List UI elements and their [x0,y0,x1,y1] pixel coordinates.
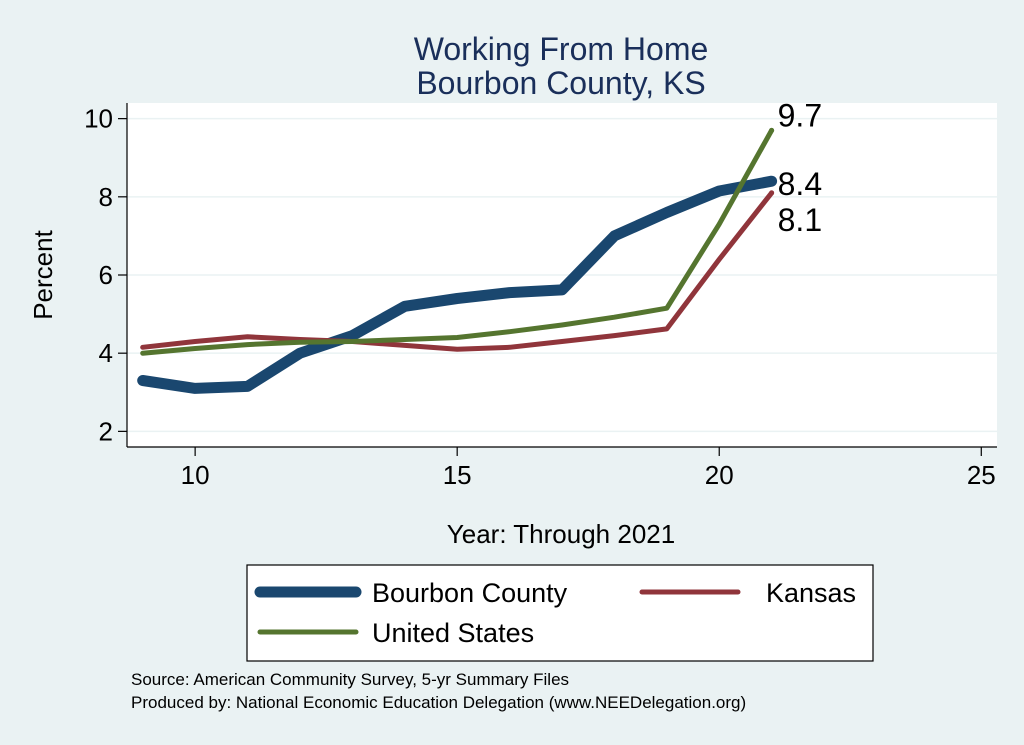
end-point-united-states [769,127,775,133]
y-tick-label-4: 4 [99,338,113,368]
series-line-bourbon-county [137,175,778,394]
x-tick-label-10: 10 [181,460,210,490]
series-line-united-states [140,127,775,356]
legend-label-kansas: Kansas [766,578,856,608]
series-layer [137,127,778,394]
gridlines [127,117,997,433]
chart-title-line-1: Working From Home [414,31,709,67]
end-label-united-states: 9.7 [778,97,822,133]
chart-title-line-2: Bourbon County, KS [416,65,705,101]
x-tick-label-15: 15 [443,460,472,490]
series-line-kansas [140,190,775,352]
y-tick-label-8: 8 [99,182,113,212]
x-axis-ticks: 10 15 20 25 [181,447,996,490]
y-tick-label-10: 10 [84,104,113,134]
producer-note: Produced by: National Economic Education… [131,693,746,712]
legend-label-bourbon-county: Bourbon County [372,578,568,608]
legend-box [246,564,874,662]
source-note: Source: American Community Survey, 5-yr … [131,670,569,689]
end-labels: 8.48.1 9.7 [778,97,822,238]
y-axis-ticks: 2 4 6 8 10 [84,104,127,446]
x-axis-title: Year: Through 2021 [447,519,675,549]
end-label-kansas: 8.1 [778,202,822,238]
end-point-bourbon-county [769,178,775,184]
end-point-kansas [769,190,775,196]
legend-items: Bourbon County Kansas United States [254,578,856,648]
legend-label-united-states: United States [372,618,534,648]
x-tick-label-25: 25 [967,460,996,490]
y-axis-title: Percent [28,229,58,319]
y-tick-label-6: 6 [99,260,113,290]
end-label-bourbon-county: 8.4 [778,166,822,202]
y-tick-label-2: 2 [99,416,113,446]
x-tick-label-20: 20 [705,460,734,490]
